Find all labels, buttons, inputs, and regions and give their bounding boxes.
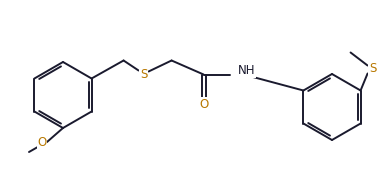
Text: O: O — [37, 136, 47, 148]
Text: S: S — [369, 62, 376, 75]
Text: O: O — [199, 98, 208, 111]
Text: S: S — [140, 68, 147, 81]
Text: NH: NH — [238, 64, 255, 77]
